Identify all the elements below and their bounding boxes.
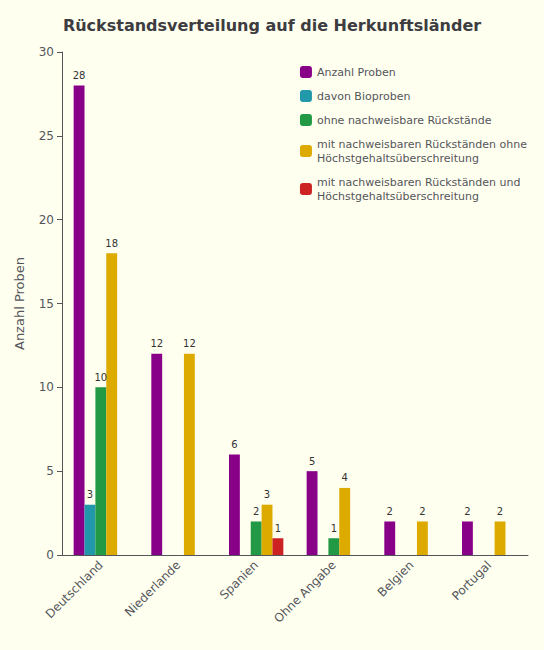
svg-text:mit nachweisbaren Rückständen: mit nachweisbaren Rückständen ohne <box>317 138 527 151</box>
svg-text:2: 2 <box>419 506 425 517</box>
svg-text:2: 2 <box>497 506 503 517</box>
svg-text:Deutschland: Deutschland <box>43 558 106 621</box>
svg-text:10: 10 <box>94 372 107 383</box>
svg-text:4: 4 <box>342 472 348 483</box>
svg-text:1: 1 <box>275 523 281 534</box>
svg-text:Anzahl Proben: Anzahl Proben <box>317 66 396 79</box>
svg-text:Höchstgehaltsüberschreitung: Höchstgehaltsüberschreitung <box>317 152 479 165</box>
svg-text:mit nachweisbaren Rückständen: mit nachweisbaren Rückständen und <box>317 176 521 189</box>
svg-text:2: 2 <box>464 506 470 517</box>
svg-text:davon Bioproben: davon Bioproben <box>317 90 411 103</box>
svg-text:20: 20 <box>39 213 54 227</box>
svg-text:3: 3 <box>87 489 93 500</box>
svg-text:2: 2 <box>253 506 259 517</box>
svg-text:2: 2 <box>387 506 393 517</box>
svg-text:12: 12 <box>183 338 196 349</box>
svg-text:Anzahl Proben: Anzahl Proben <box>12 257 27 350</box>
svg-text:0: 0 <box>46 548 54 562</box>
svg-text:18: 18 <box>105 238 118 249</box>
svg-text:Niederlande: Niederlande <box>122 558 183 619</box>
svg-text:ohne nachweisbare Rückstände: ohne nachweisbare Rückstände <box>317 114 492 127</box>
svg-text:Höchstgehaltsüberschreitung: Höchstgehaltsüberschreitung <box>317 190 479 203</box>
svg-text:10: 10 <box>39 380 54 394</box>
svg-text:25: 25 <box>39 129 54 143</box>
svg-text:6: 6 <box>231 439 237 450</box>
svg-text:Spanien: Spanien <box>217 558 261 602</box>
svg-text:Ohne Angabe: Ohne Angabe <box>271 558 339 626</box>
svg-text:Rückstandsverteilung auf die H: Rückstandsverteilung auf die Herkunftslä… <box>63 16 481 35</box>
svg-text:12: 12 <box>150 338 163 349</box>
svg-text:5: 5 <box>46 464 54 478</box>
svg-text:30: 30 <box>39 45 54 59</box>
svg-text:1: 1 <box>331 523 337 534</box>
svg-text:15: 15 <box>39 297 54 311</box>
svg-text:5: 5 <box>309 456 315 467</box>
svg-text:Belgien: Belgien <box>375 558 417 600</box>
svg-text:28: 28 <box>73 70 86 81</box>
svg-text:3: 3 <box>264 489 270 500</box>
svg-text:Portugal: Portugal <box>449 558 494 603</box>
